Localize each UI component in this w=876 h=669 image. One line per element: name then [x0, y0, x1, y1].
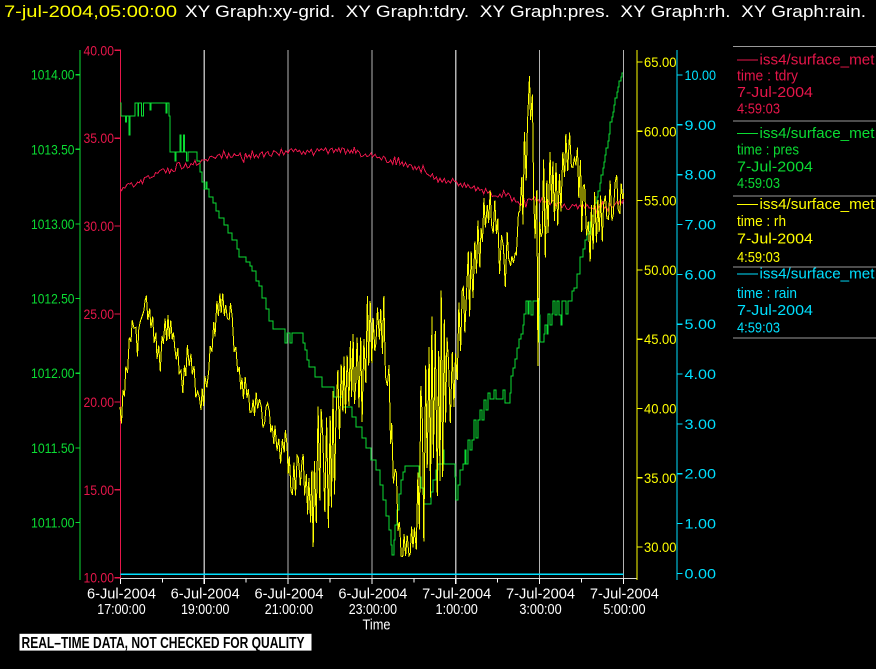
svg-text:4:59:03: 4:59:03	[737, 320, 780, 337]
svg-text:35.00: 35.00	[644, 470, 677, 486]
svg-text:6-Jul-2004: 6-Jul-2004	[255, 586, 324, 602]
svg-text:21:00:00: 21:00:00	[265, 602, 313, 618]
svg-text:Time: Time	[363, 617, 391, 633]
svg-text:7-Jul-2004: 7-Jul-2004	[422, 586, 491, 602]
svg-text:40.00: 40.00	[84, 42, 115, 58]
svg-text:20.00: 20.00	[84, 394, 115, 410]
svg-text:time : tdry: time : tdry	[737, 68, 798, 85]
svg-text:1013.50: 1013.50	[31, 141, 75, 157]
svg-text:time : rh: time : rh	[737, 213, 786, 230]
svg-text:1012.50: 1012.50	[31, 291, 75, 307]
svg-text:XY Graph:xy-grid. XY Graph:td: XY Graph:xy-grid. XY Graph:tdry. XY Grap…	[185, 3, 866, 21]
svg-text:iss4/surface_met: iss4/surface_met	[760, 125, 876, 142]
svg-text:9.00: 9.00	[685, 117, 717, 133]
svg-text:time : pres: time : pres	[737, 142, 799, 159]
svg-text:55.00: 55.00	[644, 193, 677, 209]
svg-text:1011.50: 1011.50	[31, 440, 75, 456]
svg-text:15.00: 15.00	[84, 482, 115, 498]
svg-text:30.00: 30.00	[84, 218, 115, 234]
svg-text:1012.00: 1012.00	[31, 365, 75, 381]
svg-text:6-Jul-2004: 6-Jul-2004	[171, 586, 240, 602]
svg-text:30.00: 30.00	[644, 539, 677, 555]
svg-text:1013.00: 1013.00	[31, 216, 75, 232]
svg-text:10.00: 10.00	[84, 570, 115, 586]
svg-text:23:00:00: 23:00:00	[349, 602, 397, 618]
svg-text:19:00:00: 19:00:00	[181, 602, 229, 618]
svg-text:7-jul-2004,05:00:00: 7-jul-2004,05:00:00	[4, 3, 177, 21]
svg-text:5.00: 5.00	[685, 316, 717, 332]
svg-text:50.00: 50.00	[644, 262, 677, 278]
svg-text:10.00: 10.00	[685, 67, 717, 83]
svg-text:60.00: 60.00	[644, 123, 677, 139]
svg-text:6-Jul-2004: 6-Jul-2004	[338, 586, 407, 602]
svg-text:4:59:03: 4:59:03	[737, 175, 780, 192]
svg-text:1011.00: 1011.00	[31, 514, 75, 530]
svg-text:8.00: 8.00	[685, 167, 717, 183]
svg-text:7-Jul-2004: 7-Jul-2004	[737, 302, 813, 319]
svg-text:7.00: 7.00	[685, 217, 717, 233]
svg-text:3.00: 3.00	[685, 416, 717, 432]
svg-text:35.00: 35.00	[84, 130, 115, 146]
svg-text:6-Jul-2004: 6-Jul-2004	[87, 586, 156, 602]
svg-text:1:00:00: 1:00:00	[436, 602, 478, 618]
svg-text:6.00: 6.00	[685, 266, 717, 282]
svg-text:1.00: 1.00	[685, 516, 717, 532]
svg-text:7-Jul-2004: 7-Jul-2004	[590, 586, 659, 602]
svg-text:4:59:03: 4:59:03	[737, 101, 780, 118]
svg-text:iss4/surface_met: iss4/surface_met	[760, 52, 876, 69]
svg-text:2.00: 2.00	[685, 466, 717, 482]
svg-text:65.00: 65.00	[644, 54, 677, 70]
svg-text:40.00: 40.00	[644, 401, 677, 417]
svg-text:iss4/surface_met: iss4/surface_met	[760, 266, 876, 283]
svg-text:45.00: 45.00	[644, 331, 677, 347]
svg-text:4.00: 4.00	[685, 366, 717, 382]
svg-text:7-Jul-2004: 7-Jul-2004	[737, 84, 813, 101]
svg-text:7-Jul-2004: 7-Jul-2004	[737, 231, 813, 248]
svg-text:5:00:00: 5:00:00	[603, 602, 645, 618]
svg-text:REAL–TIME DATA, NOT CHECKED FO: REAL–TIME DATA, NOT CHECKED FOR QUALITY	[22, 635, 305, 652]
svg-text:3:00:00: 3:00:00	[519, 602, 561, 618]
svg-text:7-Jul-2004: 7-Jul-2004	[737, 159, 813, 176]
svg-text:time : rain: time : rain	[737, 285, 797, 302]
svg-text:0.00: 0.00	[685, 565, 717, 581]
svg-text:iss4/surface_met: iss4/surface_met	[760, 196, 876, 213]
svg-text:4:59:03: 4:59:03	[737, 249, 780, 266]
svg-text:25.00: 25.00	[84, 306, 115, 322]
svg-text:7-Jul-2004: 7-Jul-2004	[506, 586, 575, 602]
svg-text:1014.00: 1014.00	[31, 67, 75, 83]
svg-text:17:00:00: 17:00:00	[97, 602, 145, 618]
